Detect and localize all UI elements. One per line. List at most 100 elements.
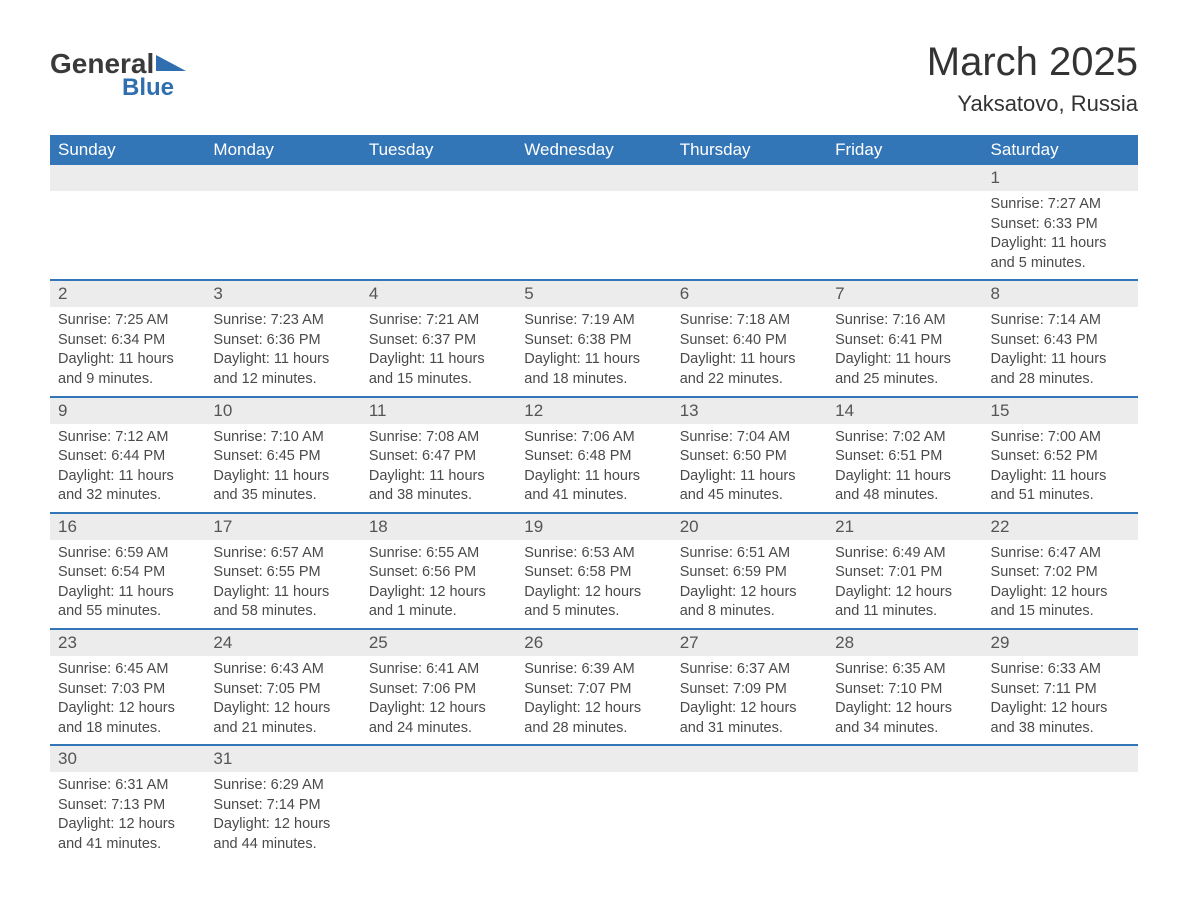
day-number: 22 (983, 514, 1138, 540)
sunrise-text: Sunrise: 7:16 AM (835, 311, 974, 331)
day-cell (983, 745, 1138, 860)
month-title: March 2025 (927, 40, 1138, 85)
day-details: Sunrise: 6:41 AMSunset: 7:06 PMDaylight:… (361, 656, 516, 744)
daylight-text: Daylight: 12 hours and 24 minutes. (369, 699, 508, 738)
sunrise-text: Sunrise: 7:27 AM (991, 195, 1130, 215)
sunrise-text: Sunrise: 6:39 AM (524, 660, 663, 680)
day-cell (361, 745, 516, 860)
daylight-text: Daylight: 11 hours and 25 minutes. (835, 350, 974, 389)
sunrise-text: Sunrise: 7:18 AM (680, 311, 819, 331)
daylight-text: Daylight: 11 hours and 28 minutes. (991, 350, 1130, 389)
day-number: 1 (983, 165, 1138, 191)
sunset-text: Sunset: 7:01 PM (835, 563, 974, 583)
day-details: Sunrise: 7:12 AMSunset: 6:44 PMDaylight:… (50, 424, 205, 512)
sunrise-text: Sunrise: 6:35 AM (835, 660, 974, 680)
sunrise-text: Sunrise: 7:10 AM (213, 428, 352, 448)
daylight-text: Daylight: 11 hours and 48 minutes. (835, 467, 974, 506)
daylight-text: Daylight: 12 hours and 38 minutes. (991, 699, 1130, 738)
day-cell (205, 165, 360, 280)
week-row: 9Sunrise: 7:12 AMSunset: 6:44 PMDaylight… (50, 397, 1138, 513)
day-number: 16 (50, 514, 205, 540)
sunrise-text: Sunrise: 6:45 AM (58, 660, 197, 680)
day-details: Sunrise: 7:25 AMSunset: 6:34 PMDaylight:… (50, 307, 205, 395)
daylight-text: Daylight: 12 hours and 28 minutes. (524, 699, 663, 738)
sunset-text: Sunset: 6:59 PM (680, 563, 819, 583)
day-number: 26 (516, 630, 671, 656)
day-details (827, 772, 982, 844)
sunset-text: Sunset: 6:41 PM (835, 331, 974, 351)
day-number (516, 746, 671, 772)
sunset-text: Sunset: 6:33 PM (991, 215, 1130, 235)
day-number: 31 (205, 746, 360, 772)
day-number (827, 746, 982, 772)
day-details: Sunrise: 6:35 AMSunset: 7:10 PMDaylight:… (827, 656, 982, 744)
day-cell: 9Sunrise: 7:12 AMSunset: 6:44 PMDaylight… (50, 397, 205, 513)
sunrise-text: Sunrise: 6:55 AM (369, 544, 508, 564)
day-details: Sunrise: 6:31 AMSunset: 7:13 PMDaylight:… (50, 772, 205, 860)
sunset-text: Sunset: 7:05 PM (213, 680, 352, 700)
sunrise-text: Sunrise: 6:31 AM (58, 776, 197, 796)
day-details (516, 191, 671, 263)
day-details: Sunrise: 7:14 AMSunset: 6:43 PMDaylight:… (983, 307, 1138, 395)
day-details (361, 191, 516, 263)
day-number: 4 (361, 281, 516, 307)
calendar-table: Sunday Monday Tuesday Wednesday Thursday… (50, 135, 1138, 861)
location-label: Yaksatovo, Russia (927, 91, 1138, 117)
day-cell: 28Sunrise: 6:35 AMSunset: 7:10 PMDayligh… (827, 629, 982, 745)
day-cell (516, 745, 671, 860)
day-number: 23 (50, 630, 205, 656)
week-row: 30Sunrise: 6:31 AMSunset: 7:13 PMDayligh… (50, 745, 1138, 860)
sunrise-text: Sunrise: 6:37 AM (680, 660, 819, 680)
sunrise-text: Sunrise: 6:49 AM (835, 544, 974, 564)
day-details: Sunrise: 7:23 AMSunset: 6:36 PMDaylight:… (205, 307, 360, 395)
daylight-text: Daylight: 11 hours and 22 minutes. (680, 350, 819, 389)
day-number: 14 (827, 398, 982, 424)
col-tuesday: Tuesday (361, 135, 516, 165)
weekday-header-row: Sunday Monday Tuesday Wednesday Thursday… (50, 135, 1138, 165)
day-details: Sunrise: 7:10 AMSunset: 6:45 PMDaylight:… (205, 424, 360, 512)
day-number: 10 (205, 398, 360, 424)
sunset-text: Sunset: 6:38 PM (524, 331, 663, 351)
day-cell: 8Sunrise: 7:14 AMSunset: 6:43 PMDaylight… (983, 280, 1138, 396)
day-details (50, 191, 205, 263)
day-details (205, 191, 360, 263)
daylight-text: Daylight: 12 hours and 21 minutes. (213, 699, 352, 738)
day-cell: 17Sunrise: 6:57 AMSunset: 6:55 PMDayligh… (205, 513, 360, 629)
day-cell: 12Sunrise: 7:06 AMSunset: 6:48 PMDayligh… (516, 397, 671, 513)
day-number (672, 746, 827, 772)
col-saturday: Saturday (983, 135, 1138, 165)
page-header: General Blue March 2025 Yaksatovo, Russi… (50, 40, 1138, 117)
day-details: Sunrise: 6:29 AMSunset: 7:14 PMDaylight:… (205, 772, 360, 860)
sunset-text: Sunset: 6:54 PM (58, 563, 197, 583)
day-number: 6 (672, 281, 827, 307)
day-cell: 6Sunrise: 7:18 AMSunset: 6:40 PMDaylight… (672, 280, 827, 396)
day-cell (361, 165, 516, 280)
day-number: 29 (983, 630, 1138, 656)
daylight-text: Daylight: 11 hours and 41 minutes. (524, 467, 663, 506)
day-details (672, 191, 827, 263)
daylight-text: Daylight: 11 hours and 9 minutes. (58, 350, 197, 389)
daylight-text: Daylight: 11 hours and 32 minutes. (58, 467, 197, 506)
sunset-text: Sunset: 7:10 PM (835, 680, 974, 700)
col-friday: Friday (827, 135, 982, 165)
day-cell: 19Sunrise: 6:53 AMSunset: 6:58 PMDayligh… (516, 513, 671, 629)
day-details: Sunrise: 7:18 AMSunset: 6:40 PMDaylight:… (672, 307, 827, 395)
daylight-text: Daylight: 12 hours and 11 minutes. (835, 583, 974, 622)
day-cell: 2Sunrise: 7:25 AMSunset: 6:34 PMDaylight… (50, 280, 205, 396)
day-cell: 7Sunrise: 7:16 AMSunset: 6:41 PMDaylight… (827, 280, 982, 396)
day-cell: 21Sunrise: 6:49 AMSunset: 7:01 PMDayligh… (827, 513, 982, 629)
daylight-text: Daylight: 12 hours and 1 minute. (369, 583, 508, 622)
sunset-text: Sunset: 6:58 PM (524, 563, 663, 583)
day-details (672, 772, 827, 844)
sunset-text: Sunset: 6:48 PM (524, 447, 663, 467)
sunset-text: Sunset: 6:40 PM (680, 331, 819, 351)
daylight-text: Daylight: 12 hours and 34 minutes. (835, 699, 974, 738)
sunset-text: Sunset: 6:45 PM (213, 447, 352, 467)
day-details: Sunrise: 6:53 AMSunset: 6:58 PMDaylight:… (516, 540, 671, 628)
day-details: Sunrise: 7:04 AMSunset: 6:50 PMDaylight:… (672, 424, 827, 512)
day-cell (50, 165, 205, 280)
sunset-text: Sunset: 6:56 PM (369, 563, 508, 583)
sunset-text: Sunset: 6:52 PM (991, 447, 1130, 467)
day-details: Sunrise: 6:39 AMSunset: 7:07 PMDaylight:… (516, 656, 671, 744)
day-details: Sunrise: 6:55 AMSunset: 6:56 PMDaylight:… (361, 540, 516, 628)
